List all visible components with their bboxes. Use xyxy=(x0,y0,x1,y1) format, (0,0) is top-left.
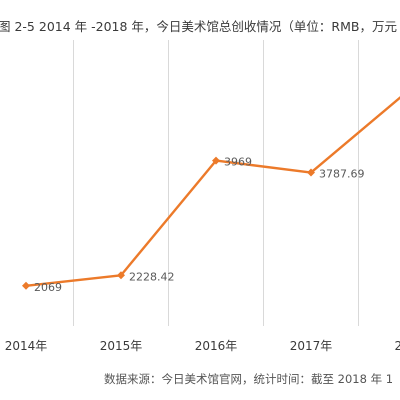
series-line xyxy=(25,96,400,287)
x-tick-label: 2015年 xyxy=(100,339,143,353)
data-point-marker xyxy=(212,156,220,165)
data-label: 2069 xyxy=(34,281,62,294)
data-label: 3787.69 xyxy=(319,168,365,181)
data-label: 3969 xyxy=(224,156,252,169)
chart-title: 图 2-5 2014 年 -2018 年，今日美术馆总创收情况（单位：RMB，万… xyxy=(0,19,397,34)
data-point-marker xyxy=(307,168,315,177)
chart-source: 数据来源：今日美术馆官网，统计时间：截至 2018 年 1 xyxy=(104,372,394,386)
x-tick-label: 2016年 xyxy=(195,339,238,353)
data-point-marker xyxy=(117,271,125,280)
data-label: 2228.42 xyxy=(129,270,175,283)
x-tick-label: 2014年 xyxy=(5,339,48,353)
x-tick-label: 2017年 xyxy=(290,339,333,353)
x-tick-label: 201 xyxy=(395,339,400,353)
data-point-marker xyxy=(22,281,30,290)
